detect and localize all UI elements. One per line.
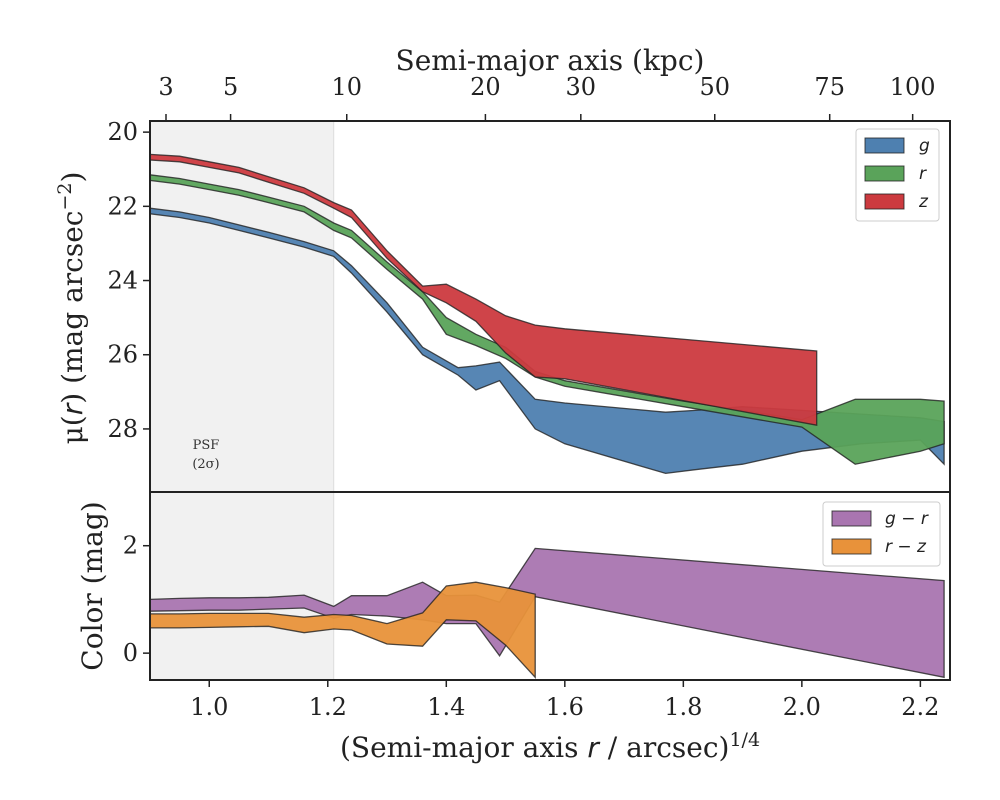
top-tick-label-50: 50	[699, 73, 730, 101]
x-title-part-1: r	[587, 731, 600, 764]
legend-label-z: z	[918, 192, 929, 212]
top-tick-label-30: 30	[566, 73, 597, 101]
y-title-part-1: (	[56, 415, 89, 426]
legend-label-r: r	[919, 164, 927, 184]
x-title-part-2: / arcsec)	[599, 731, 730, 764]
top-tick-label-100: 100	[890, 73, 936, 101]
legend-swatch-z	[864, 193, 905, 210]
top-axis-title: Semi-major axis (kpc)	[396, 44, 705, 77]
y-title-part-0: μ	[56, 426, 89, 444]
legend-label-gr: g − r	[885, 509, 929, 529]
legend-label-g: g	[919, 136, 930, 156]
y-tick-label-22: 22	[107, 192, 138, 220]
y-title-part-4: −2	[54, 183, 76, 211]
band-r	[149, 174, 945, 465]
legend-swatch-gr	[831, 510, 872, 527]
psf-label: PSF	[193, 438, 220, 453]
bottom-panel-frame	[149, 491, 951, 681]
band-rz	[149, 581, 536, 679]
y-tick-label-28: 28	[107, 415, 138, 443]
top-tick-label-3: 3	[158, 73, 173, 101]
color-y-tick-label-2: 2	[123, 532, 138, 560]
band-z	[149, 153, 818, 426]
x-tick-label-1.0: 1.0	[190, 693, 228, 721]
y-title-part-5: )	[56, 172, 89, 183]
top-tick-label-10: 10	[331, 73, 362, 101]
x-tick-label-1.6: 1.6	[546, 693, 584, 721]
psf-region-bottom	[150, 492, 334, 680]
band-gr	[149, 547, 945, 679]
color-panel: 0 2 1.0 1.2 1.4 1.6 1.8 2.0 2.2 g − r r − z	[123, 491, 951, 721]
psf-region	[150, 121, 334, 492]
top-y-axis-title: μ(r) (mag arcsec−2)	[54, 172, 89, 445]
surface-brightness-panel: PSF (2σ) 20 22 24 26 28 3 5 10 20 30 50 75 100 grz	[107, 73, 951, 493]
top-tick-label-5: 5	[223, 73, 238, 101]
y-title-part-2: r	[56, 402, 89, 415]
x-axis-title: (Semi-major axis r / arcsec)1/4	[340, 729, 760, 764]
x-title-part-0: (Semi-major axis	[340, 731, 587, 764]
x-tick-label-1.2: 1.2	[309, 693, 347, 721]
top-tick-label-75: 75	[814, 73, 845, 101]
legend-swatch-g	[864, 137, 905, 154]
y-tick-label-24: 24	[107, 267, 138, 295]
legend-swatch-rz	[831, 538, 872, 555]
legend-label-rz: r − z	[885, 537, 927, 557]
x-tick-label-1.8: 1.8	[664, 693, 702, 721]
y-title-part-3: ) (mag arcsec	[56, 211, 89, 404]
x-tick-label-2.2: 2.2	[901, 693, 939, 721]
x-tick-label-1.4: 1.4	[427, 693, 465, 721]
bottom-y-axis-title: Color (mag)	[76, 501, 109, 670]
y-tick-label-20: 20	[107, 118, 138, 146]
legend-swatch-r	[864, 165, 905, 182]
x-tick-label-2.0: 2.0	[783, 693, 821, 721]
top-tick-label-20: 20	[470, 73, 501, 101]
psf-label-sigma: (2σ)	[192, 457, 219, 472]
y-tick-label-26: 26	[107, 341, 138, 369]
x-title-part-3: 1/4	[729, 729, 760, 751]
color-y-tick-label-0: 0	[123, 639, 138, 667]
